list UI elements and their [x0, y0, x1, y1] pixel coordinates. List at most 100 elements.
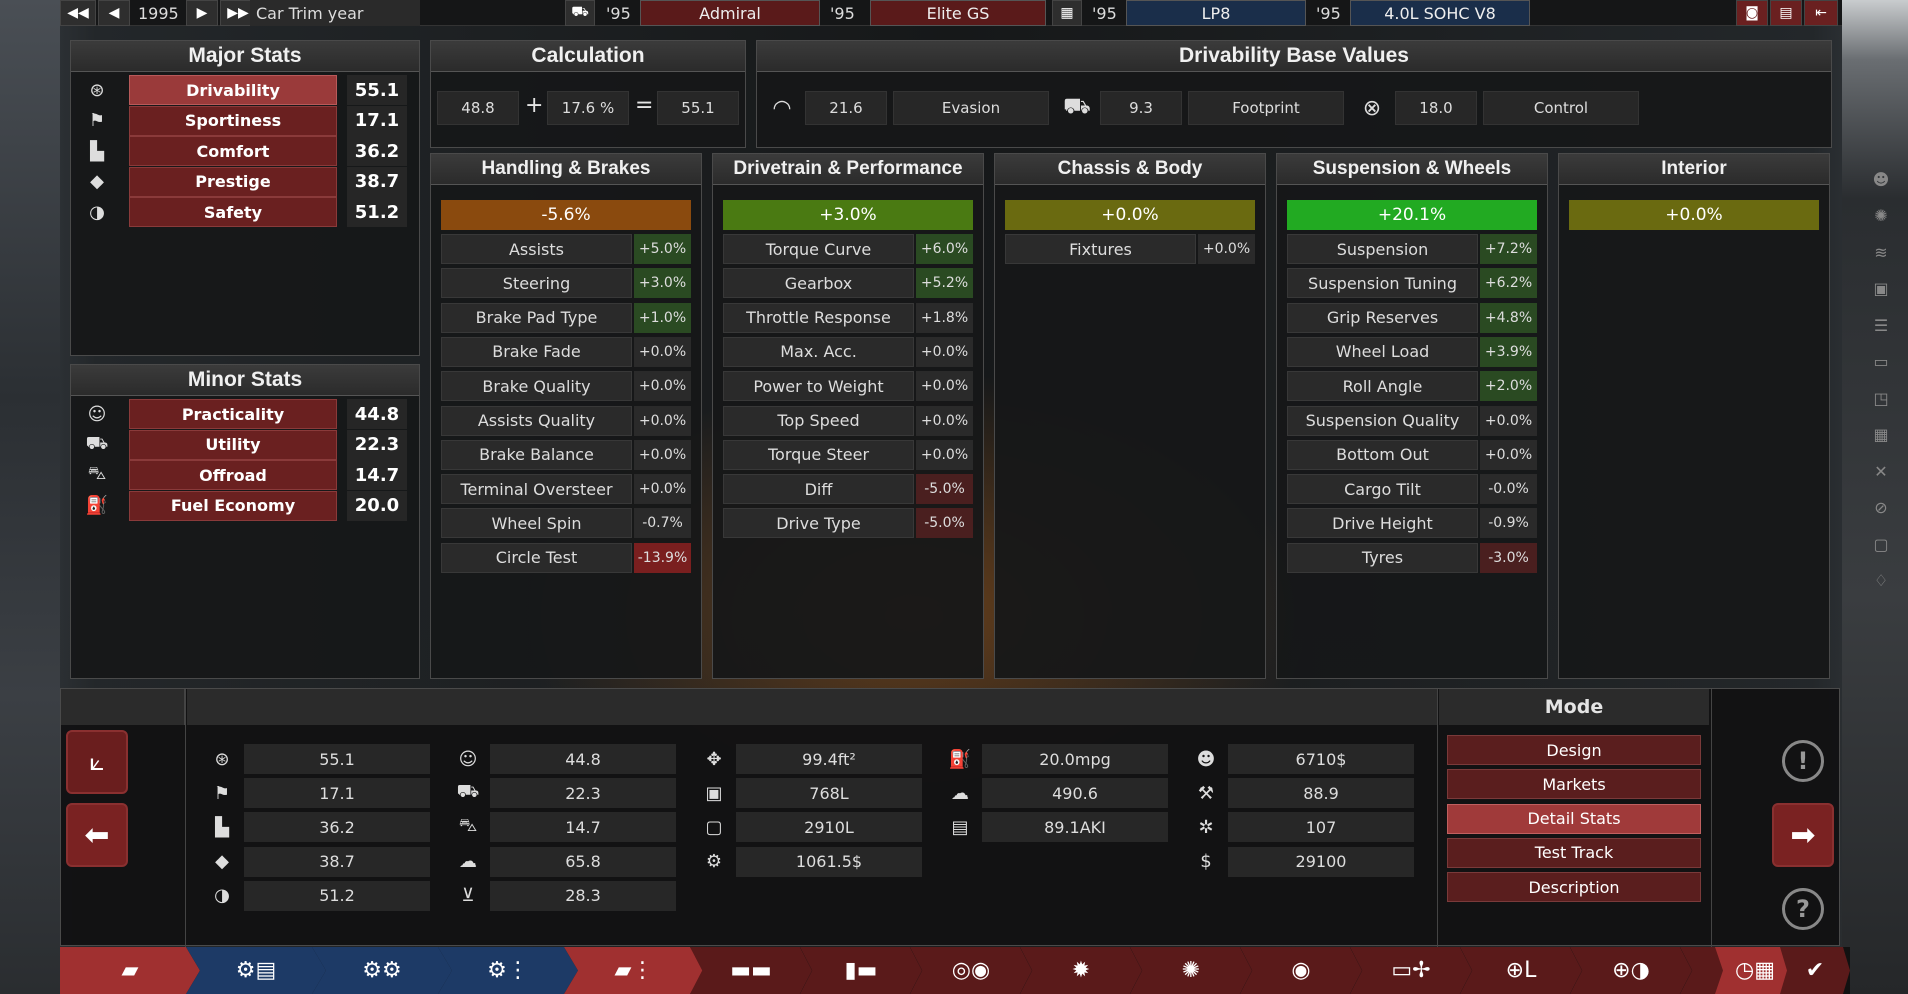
calc-plus: + — [525, 93, 544, 118]
mode-button-markets[interactable]: Markets — [1447, 769, 1701, 800]
trim-select[interactable]: Elite GS — [870, 0, 1046, 26]
side-engine-icon[interactable]: ▣ — [1873, 279, 1889, 299]
modifier-name: Bottom Out — [1287, 439, 1478, 470]
category-percent: +0.0% — [1569, 200, 1819, 230]
mode-button-description[interactable]: Description — [1447, 872, 1701, 903]
garage-background-right — [1842, 0, 1908, 994]
graph-icon: ⟀ — [89, 746, 105, 777]
engine-select[interactable]: 4.0L SOHC V8 — [1350, 0, 1530, 26]
tab-seats[interactable]: ▮▬ — [800, 947, 922, 994]
side-spring-icon[interactable]: ≋ — [1874, 242, 1888, 262]
summary-value: 1061.5$ — [736, 846, 922, 877]
next-button[interactable]: ➡ — [1772, 803, 1834, 867]
stat-name-button[interactable]: Utility — [129, 429, 337, 460]
tab-gears[interactable]: ✹ — [1020, 947, 1142, 994]
modifier-value: +3.0% — [634, 268, 691, 299]
side-box-icon[interactable]: ▢ — [1873, 534, 1889, 554]
fuel-icon: ⛽ — [85, 495, 109, 517]
back-button[interactable]: ⬅ — [66, 803, 128, 867]
stat-name-button[interactable]: Practicality — [129, 399, 337, 429]
checkered-flag-icon: ⚑ — [213, 782, 231, 804]
summary-value: 99.4ft² — [736, 744, 922, 774]
tab-aero[interactable]: ▭✢ — [1350, 947, 1472, 994]
help-button[interactable]: ? — [1782, 888, 1824, 930]
category-title: Suspension & Wheels — [1277, 154, 1547, 185]
stat-value: 38.7 — [347, 166, 407, 197]
tab-finish[interactable]: ✔ — [1780, 947, 1850, 994]
body-select[interactable]: Admiral — [640, 0, 820, 26]
base-values-title: Drivability Base Values — [757, 41, 1831, 72]
tab-brakes[interactable]: ◉ — [1240, 947, 1362, 994]
side-seat-icon[interactable]: ◳ — [1873, 388, 1889, 408]
category-panel: Chassis & Body +0.0% Fixtures +0.0% — [994, 153, 1266, 679]
modifier-name: Grip Reserves — [1287, 302, 1478, 333]
side-gearbox-icon[interactable]: ☰ — [1873, 315, 1889, 335]
stat-name-button[interactable]: Offroad — [129, 460, 337, 491]
side-car-icon[interactable]: ▭ — [1873, 352, 1889, 372]
tab-body[interactable]: ▰ — [60, 947, 200, 994]
tab-test[interactable]: ◷▦ — [1715, 947, 1795, 994]
mode-button-test-track[interactable]: Test Track — [1447, 837, 1701, 868]
modifier-row: Power to Weight +0.0% — [723, 371, 973, 402]
tab-drivetrain[interactable]: ⚙⋮ — [438, 947, 578, 994]
stat-name-button[interactable]: Safety — [129, 197, 337, 228]
exit-button[interactable]: ⇤ — [1804, 0, 1838, 26]
major-stats-panel: Major Stats ⊛ Drivability 55.1 ⚑ Sportiness 1… — [70, 40, 420, 356]
side-person-icon[interactable]: ☻ — [1872, 170, 1890, 189]
info-button[interactable]: ! — [1782, 740, 1824, 782]
tab-cars[interactable]: ▬▬ — [690, 947, 812, 994]
tab-trim[interactable]: ▰⋮ — [564, 947, 704, 994]
tab-interior[interactable]: ⊕L — [1460, 947, 1582, 994]
trim-year-label: Car Trim year — [250, 0, 420, 26]
first-year-button[interactable]: ◀◀ — [60, 0, 96, 26]
interior-tab-icon: ⊕L — [1505, 958, 1537, 983]
minor-stats-panel: Minor Stats ☺ Practicality 44.8 ⛟ Utility 22.… — [70, 364, 420, 679]
base-label: Control — [1483, 91, 1639, 125]
side-axle-icon[interactable]: ✕ — [1874, 461, 1888, 481]
modifier-row: Cargo Tilt -0.0% — [1287, 474, 1537, 505]
graph-button[interactable]: ⟀ — [66, 730, 128, 794]
tab-wheels[interactable]: ✺ — [1130, 947, 1252, 994]
summary-value: 65.8 — [490, 846, 676, 877]
tab-suspension[interactable]: ⚙⚙ — [312, 947, 452, 994]
stat-row: ⛍ Offroad 14.7 — [71, 460, 417, 491]
modifier-value: +0.0% — [634, 405, 691, 436]
prev-year-button[interactable]: ◀ — [98, 0, 130, 26]
stat-name-button[interactable]: Sportiness — [129, 105, 337, 136]
calculator-button[interactable]: ▤ — [1770, 0, 1802, 26]
next-year-button[interactable]: ▶ — [186, 0, 218, 26]
safety-tab-icon: ⊕◑ — [1612, 958, 1650, 983]
summary-value: 6710$ — [1228, 744, 1414, 774]
stat-name-button[interactable]: Fuel Economy — [129, 490, 337, 521]
chassis-select[interactable]: LP8 — [1126, 0, 1306, 26]
fuel-grade-icon: ▤ — [951, 816, 969, 838]
category-panel: Interior +0.0% — [1558, 153, 1830, 679]
screenshot-button[interactable]: ◙ — [1736, 0, 1768, 26]
modifier-value: +0.0% — [1480, 439, 1537, 470]
tab-chassis[interactable]: ⚙▤ — [186, 947, 326, 994]
side-grid-icon[interactable]: ▦ — [1873, 425, 1889, 445]
category-percent: -5.6% — [441, 200, 691, 230]
modifier-row: Brake Quality +0.0% — [441, 371, 691, 402]
side-wheel-icon[interactable]: ✺ — [1874, 206, 1888, 226]
cars-tab-icon: ▬▬ — [730, 958, 772, 983]
modifier-name: Suspension — [1287, 234, 1478, 264]
modifier-name: Drive Type — [723, 508, 914, 539]
evasion-icon: ◠ — [772, 95, 792, 121]
exit-icon: ⇤ — [1815, 5, 1827, 21]
summary-value: 20.0mpg — [982, 744, 1168, 774]
mode-button-detail-stats[interactable]: Detail Stats — [1447, 803, 1701, 834]
side-brake-icon[interactable]: ⊘ — [1874, 498, 1888, 518]
mode-button-design[interactable]: Design — [1447, 735, 1701, 765]
side-light-icon[interactable]: ♢ — [1873, 570, 1889, 590]
modifier-row: Terminal Oversteer +0.0% — [441, 474, 691, 505]
tab-lights[interactable]: ◎◉ — [910, 947, 1032, 994]
truck-icon: ⛟ — [85, 432, 109, 454]
stat-name-button[interactable]: Prestige — [129, 166, 337, 197]
stat-value: 55.1 — [347, 75, 407, 105]
tab-safety[interactable]: ⊕◑ — [1570, 947, 1692, 994]
modifier-name: Suspension Tuning — [1287, 268, 1478, 299]
stat-name-button[interactable]: Comfort — [129, 136, 337, 167]
modifier-value: +0.0% — [1198, 234, 1255, 264]
stat-name-button[interactable]: Drivability — [129, 75, 337, 105]
